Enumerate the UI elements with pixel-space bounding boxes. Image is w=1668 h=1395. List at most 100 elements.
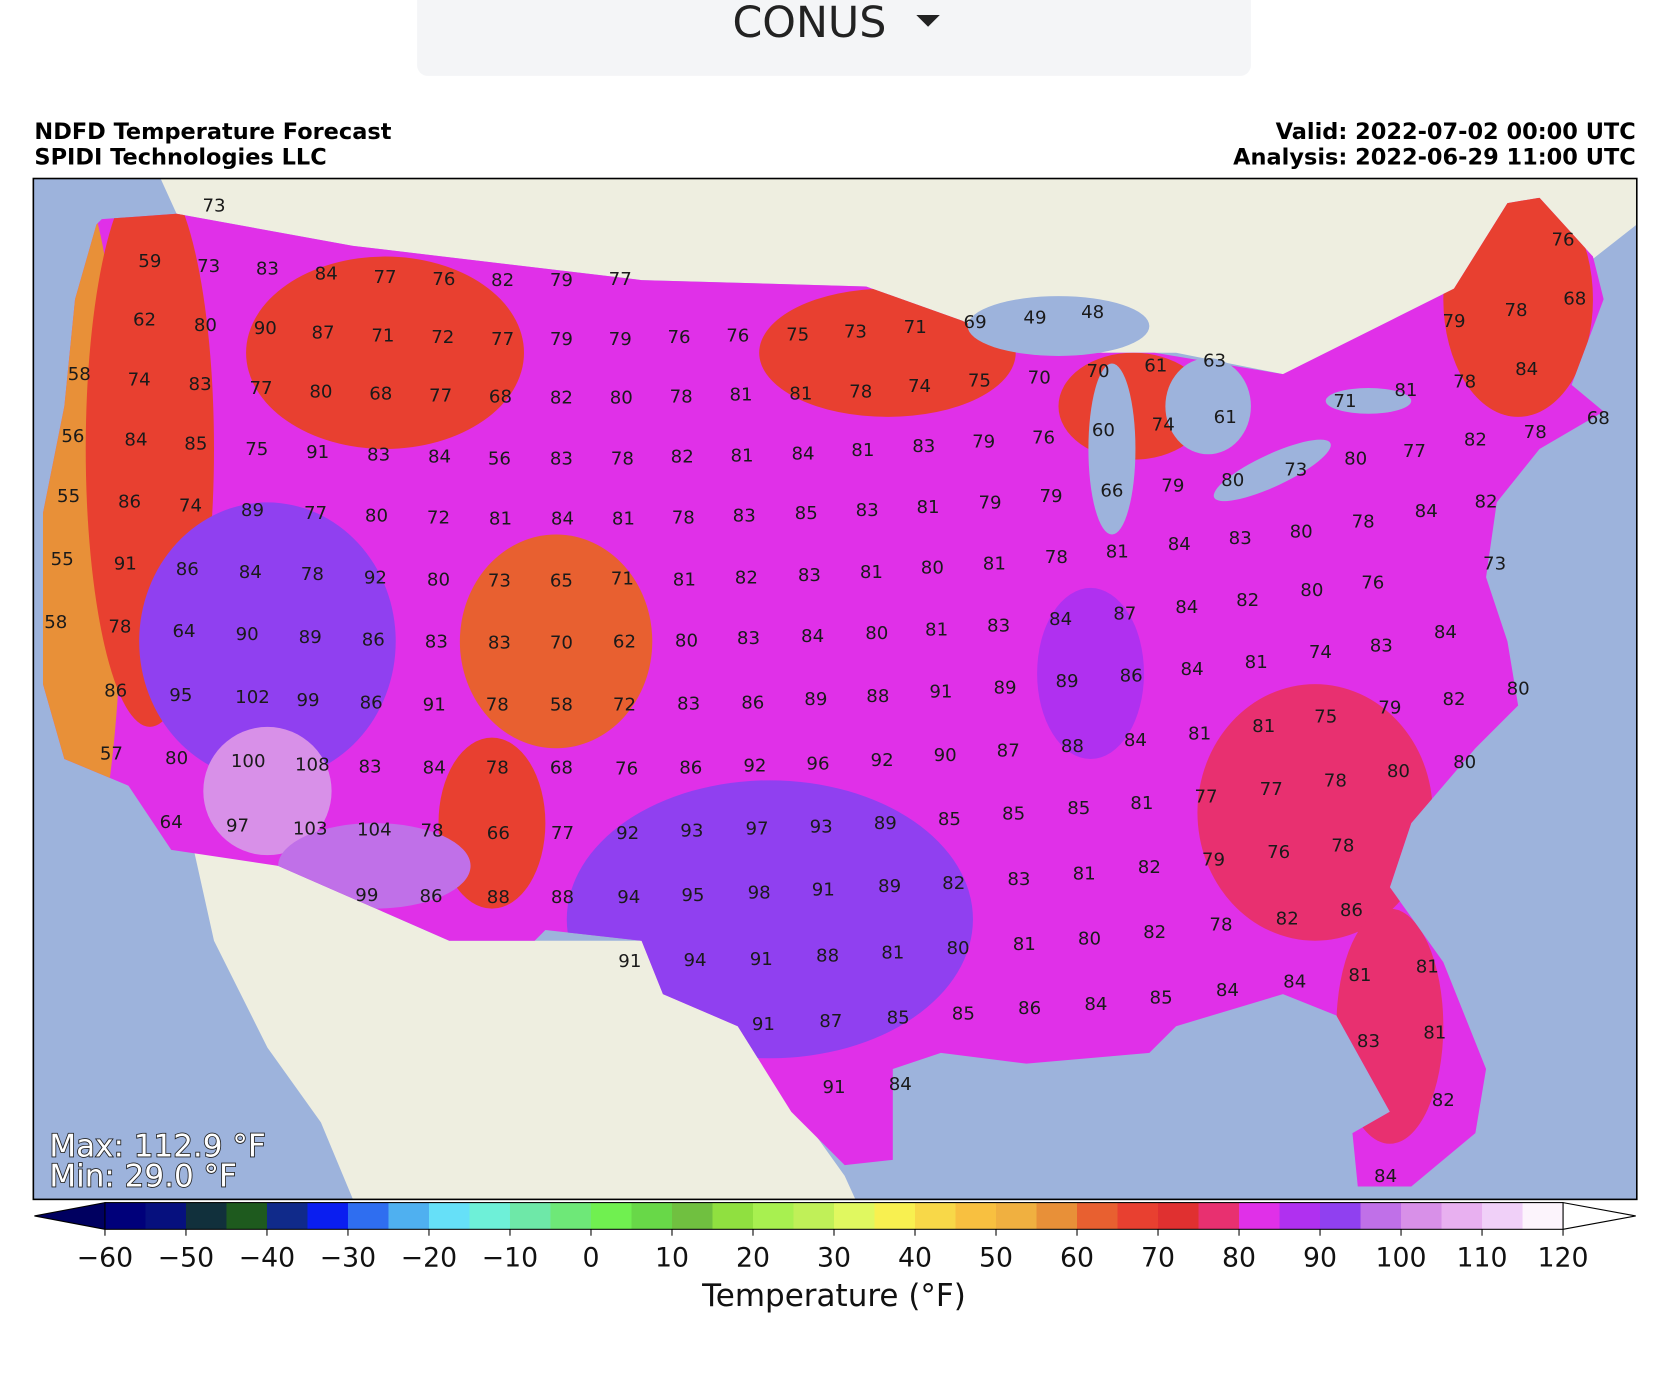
station-temp: 83 [550, 449, 573, 470]
station-temp: 91 [423, 695, 446, 716]
station-temp: 81 [489, 509, 512, 530]
station-temp: 72 [427, 507, 450, 528]
station-temp: 85 [938, 809, 961, 830]
station-temp: 84 [889, 1074, 912, 1095]
dropdown-label[interactable]: CONUS [732, 0, 886, 48]
station-temp: 79 [609, 329, 632, 350]
station-temp: 77 [551, 823, 574, 844]
station-temp: 70 [1086, 361, 1109, 382]
station-temp: 68 [550, 758, 573, 779]
station-temp: 76 [1551, 230, 1574, 251]
station-temp: 81 [789, 383, 812, 404]
station-temp: 84 [1084, 994, 1107, 1015]
station-temp: 82 [491, 270, 514, 291]
station-temp: 81 [1348, 965, 1371, 986]
station-temp: 83 [1370, 636, 1393, 657]
station-temp: 79 [972, 432, 995, 453]
station-temp: 74 [908, 376, 931, 397]
station-temp: 76 [726, 326, 749, 347]
station-temp: 81 [1130, 793, 1153, 814]
station-temp: 71 [371, 326, 394, 347]
station-temp: 80 [675, 630, 698, 651]
station-temp: 76 [432, 269, 455, 290]
colorbar-bin [1077, 1202, 1119, 1230]
station-temp: 84 [1216, 980, 1239, 1001]
station-temp: 80 [610, 388, 633, 409]
station-temp: 84 [1515, 359, 1538, 380]
station-temp: 85 [184, 434, 207, 455]
station-temp: 84 [1124, 730, 1147, 751]
station-temp: 83 [677, 693, 700, 714]
map: 73 59 73 83 84 77 76 82 79 77 62 80 90 87 71 72 77 79 79 76… [32, 177, 1638, 1201]
colorbar-tick-label: 100 [1376, 1243, 1427, 1274]
station-temp: 83 [737, 628, 760, 649]
colorbar-bin [1401, 1202, 1443, 1230]
station-temp: 88 [1061, 736, 1084, 757]
station-temp: 104 [357, 820, 392, 841]
station-temp: 78 [849, 381, 872, 402]
colorbar-bin [1158, 1202, 1200, 1230]
dropdown-box[interactable] [417, 0, 1251, 76]
station-temp: 85 [952, 1003, 975, 1024]
station-temp: 77 [1194, 786, 1217, 807]
station-temp: 60 [1092, 420, 1115, 441]
station-temp: 82 [1442, 689, 1465, 710]
station-temp: 73 [1284, 459, 1307, 480]
station-temp: 81 [1416, 956, 1439, 977]
station-temp: 65 [550, 571, 573, 592]
colorbar-tick-label: 30 [817, 1243, 851, 1274]
dropdown[interactable]: CONUS [417, 0, 1251, 76]
station-temp: 55 [57, 486, 80, 507]
station-temp: 78 [1324, 770, 1347, 791]
station-temp: 61 [1214, 407, 1237, 428]
station-temp: 82 [735, 567, 758, 588]
station-temp: 78 [1352, 512, 1375, 533]
station-temp: 88 [551, 887, 574, 908]
station-temp: 82 [1432, 1090, 1455, 1111]
station-temp: 79 [1442, 311, 1465, 332]
colorbar-bin [307, 1202, 349, 1230]
station-temp: 84 [315, 264, 338, 285]
colorbar-tick-label: −20 [401, 1243, 457, 1274]
station-temp: 81 [983, 553, 1006, 574]
station-temp: 91 [306, 442, 329, 463]
station-temp: 86 [1340, 900, 1363, 921]
station-temp: 81 [925, 620, 948, 641]
station-temp: 76 [1267, 842, 1290, 863]
station-temp: 84 [1175, 597, 1198, 618]
station-temp: 77 [1260, 779, 1283, 800]
station-temp: 91 [750, 949, 773, 970]
station-temp: 84 [124, 429, 147, 450]
station-temp: 81 [1073, 863, 1096, 884]
station-temp: 86 [1120, 666, 1143, 687]
station-temp: 78 [1453, 372, 1476, 393]
station-temp: 84 [1181, 659, 1204, 680]
station-temp: 79 [1161, 475, 1184, 496]
colorbar-bin [996, 1202, 1038, 1230]
station-temp: 80 [1221, 470, 1244, 491]
station-temp: 82 [942, 873, 965, 894]
station-temp: 81 [673, 569, 696, 590]
station-temp: 62 [613, 631, 636, 652]
colorbar-bin [428, 1202, 471, 1230]
station-temp: 58 [68, 364, 91, 385]
station-temp: 84 [239, 562, 262, 583]
station-temp: 90 [254, 318, 277, 339]
station-temp: 100 [231, 751, 266, 772]
station-temp: 90 [934, 745, 957, 766]
station-temp: 78 [1331, 836, 1354, 857]
station-temp: 84 [1283, 971, 1306, 992]
station-temp: 80 [865, 623, 888, 644]
station-temp: 68 [369, 383, 392, 404]
station-temp: 85 [1150, 987, 1173, 1008]
station-temp: 87 [997, 740, 1020, 761]
station-temp: 94 [617, 887, 640, 908]
station-temp: 72 [613, 695, 636, 716]
station-temp: 92 [616, 823, 639, 844]
station-labels: 73 59 73 83 84 77 76 82 79 77 62 80 90 87 71 72 77 79 79 76… [44, 195, 1610, 1187]
dropdown-arrow[interactable] [916, 14, 940, 27]
station-temp: 61 [1144, 356, 1167, 377]
colorbar-label: Temperature (°F) [701, 1278, 966, 1314]
station-temp: 70 [1028, 367, 1051, 388]
